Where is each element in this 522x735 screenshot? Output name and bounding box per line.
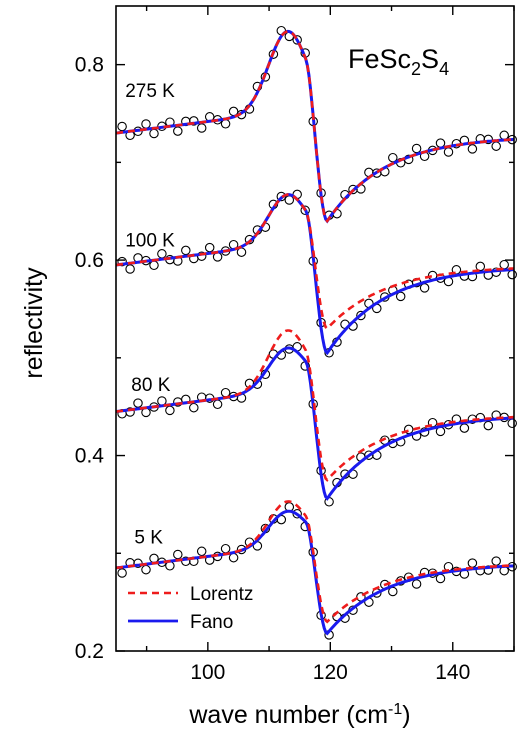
data-layer: 275 K 100 K 80 K 5 K [115,25,517,640]
data-point [228,552,239,563]
chart-title: FeSc2S4 [348,44,449,79]
data-point [181,245,191,256]
data-point [141,564,151,575]
x-tick-label: 100 [190,661,225,684]
y-axis-title: reflectivity [20,267,48,379]
temperature-label-100k: 100 K [125,230,175,251]
data-point [204,242,215,253]
data-point [149,128,159,139]
data-point [356,310,366,321]
data-point [117,256,127,267]
data-point [395,291,406,302]
x-axis-title: wave number (cm-1) [188,701,410,729]
plot-frame [115,5,515,652]
data-point [292,35,302,45]
data-point [435,573,446,584]
data-point [292,509,302,519]
data-point [133,398,143,408]
data-point [141,119,151,129]
data-point [483,420,494,431]
data-point [483,134,494,145]
data-point [125,407,135,417]
legend-label-lorentz: Lorentz [190,584,253,605]
lorentz-fit-100k [115,193,514,331]
data-point [491,556,501,566]
data-point [491,141,501,151]
data-point [196,123,207,133]
y-tick-label: 0.8 [75,54,104,77]
lorentz-fit-80k [115,329,515,482]
temperature-label-5k: 5 K [134,528,163,549]
data-point [411,579,422,589]
temperature-label-80k: 80 K [131,375,170,396]
data-point [403,424,414,435]
data-point [196,546,207,557]
data-point [507,269,517,280]
data-point [173,126,183,136]
data-point [459,423,470,433]
data-point [189,402,199,413]
x-tick-label: 140 [435,661,470,684]
data-point [212,399,223,410]
y-tick-label: 0.6 [75,249,104,272]
axes-layer: 0.2 0.4 0.6 0.8 100 120 140 [75,5,515,684]
legend-label-fano: Fano [190,612,233,633]
y-tick-label: 0.4 [75,445,105,468]
data-point [411,143,422,154]
y-tick-label: 0.2 [75,640,104,663]
data-point [419,283,430,293]
lorentz-fit-275k [115,30,515,224]
data-point [499,259,509,270]
data-point [189,116,199,126]
data-points-100k [117,189,517,358]
data-point [165,405,175,416]
data-point [149,260,159,271]
x-tick-label: 120 [313,661,348,684]
temperature-label-275k: 275 K [125,81,175,102]
data-point [507,418,517,429]
data-point [499,130,509,141]
legend: Lorentz Fano [128,584,253,633]
data-point [117,568,127,578]
fano-fit-80k [115,346,515,501]
data-point [117,121,127,132]
data-point [467,144,478,154]
data-point [483,565,494,575]
data-point [125,264,135,274]
data-point [300,205,310,216]
data-point [173,549,183,560]
lorentz-fit-5k [115,500,515,624]
data-point [467,558,478,568]
data-point [475,261,486,272]
data-points-275k [117,25,517,221]
data-point [220,543,231,554]
data-point [443,147,454,157]
